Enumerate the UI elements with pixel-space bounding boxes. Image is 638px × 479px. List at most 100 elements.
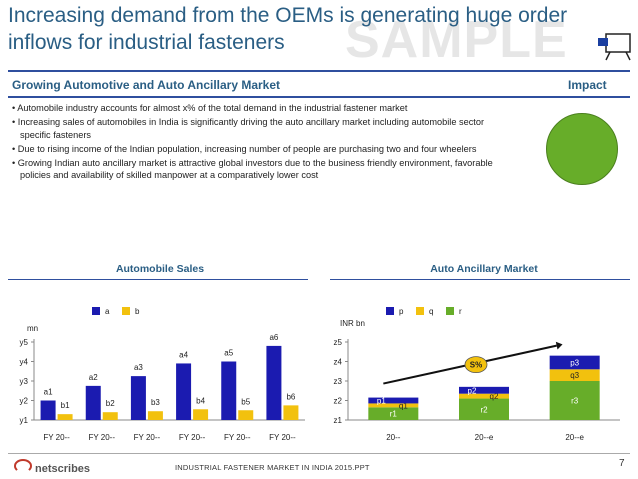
data-label-b: b2 <box>106 399 115 408</box>
data-label-b: b1 <box>61 401 70 410</box>
data-label-a: a6 <box>269 333 278 342</box>
x-tick-label: FY 20-- <box>179 433 206 442</box>
bar-b <box>147 411 163 420</box>
segment-label-p: p3 <box>570 358 579 367</box>
chart-title-automobile: Automobile Sales <box>115 263 205 275</box>
segment-label-r: r1 <box>390 410 398 419</box>
chart-divider-left <box>8 279 308 280</box>
x-tick-label: FY 20-- <box>43 433 70 442</box>
section-heading: Growing Automotive and Auto Ancillary Ma… <box>12 78 281 92</box>
legend-label-r: r <box>459 307 462 316</box>
x-tick-label: FY 20-- <box>269 433 296 442</box>
legend-label-b: b <box>135 307 140 316</box>
bar-b <box>238 410 254 420</box>
bar-a <box>221 361 237 420</box>
data-label-b: b5 <box>241 397 250 406</box>
bullet-item: • Increasing sales of automobiles in Ind… <box>12 117 485 140</box>
stack-segment-p <box>368 397 419 404</box>
bullet-item: • Automobile industry accounts for almos… <box>12 103 408 113</box>
segment-label-q: q3 <box>570 371 579 380</box>
chart-title-ancillary: Auto Ancillary Market <box>430 263 538 275</box>
legend-swatch-b <box>122 307 130 315</box>
stack-segment-r <box>459 398 509 420</box>
legend-swatch-p <box>386 307 394 315</box>
y-tick-label: z5 <box>334 338 343 347</box>
legend-label-a: a <box>105 307 110 316</box>
y-tick-label: z1 <box>334 416 343 425</box>
legend-swatch-q <box>416 307 424 315</box>
y-tick-label: y2 <box>20 397 29 406</box>
stack-segment-q <box>459 393 509 399</box>
section-divider <box>8 96 630 98</box>
stack-segment-r <box>549 381 600 420</box>
bullet-list: • Automobile industry accounts for almos… <box>12 102 512 184</box>
bar-a <box>85 385 101 420</box>
chart-divider-right <box>330 279 630 280</box>
title-divider <box>8 70 630 72</box>
data-label-b: b3 <box>151 398 160 407</box>
y-tick-label: z4 <box>334 358 343 367</box>
data-label-a: a3 <box>134 363 143 372</box>
unit-label: INR bn <box>340 319 365 328</box>
cagr-arrow-head <box>555 341 563 350</box>
segment-label-q: q2 <box>490 392 499 401</box>
x-tick-label: FY 20-- <box>88 433 115 442</box>
data-label-b: b4 <box>196 396 205 405</box>
bar-b <box>102 412 118 420</box>
stack-segment-q <box>549 369 600 381</box>
bar-a <box>40 400 56 420</box>
y-tick-label: y4 <box>20 358 29 367</box>
bar-a <box>176 363 192 420</box>
bullet-item: • Due to rising income of the Indian pop… <box>12 143 477 154</box>
bar-b <box>193 409 209 420</box>
y-tick-label: z3 <box>334 377 343 386</box>
bullet-item: • Growing Indian auto ancillary market i… <box>12 158 493 181</box>
cagr-badge <box>464 356 488 374</box>
x-tick-label: FY 20-- <box>134 433 161 442</box>
y-tick-label: y1 <box>20 416 29 425</box>
segment-label-p: p1 <box>377 397 386 406</box>
slide-title: Increasing demand from the OEMs is gener… <box>8 4 568 54</box>
bar-b <box>57 414 73 420</box>
page-number: 7 <box>619 458 625 469</box>
segment-label-r: r2 <box>480 405 488 414</box>
x-tick-label: 20--e <box>565 433 584 442</box>
logo-swirl-icon <box>14 459 32 473</box>
x-tick-label: FY 20-- <box>224 433 251 442</box>
legend-swatch-r <box>446 307 454 315</box>
netscribes-logo: netscribes <box>14 459 90 475</box>
segment-label-q: q1 <box>399 401 408 410</box>
footer-text: INDUSTRIAL FASTENER MARKET IN INDIA 2015… <box>175 463 370 472</box>
data-label-b: b6 <box>286 392 295 401</box>
unit-label: mn <box>27 324 38 333</box>
segment-label-p: p2 <box>468 386 477 395</box>
stack-segment-p <box>459 386 509 394</box>
data-label-a: a4 <box>179 350 188 359</box>
automobile-sales-chart: a b mn y1 y2 y3 y4 y5 a1 b1 FY 20-- a2 b2 FY 20-- a3 b3… <box>20 307 305 442</box>
stack-segment-q <box>368 403 419 408</box>
cagr-label: S% <box>470 361 482 370</box>
data-label-a: a1 <box>44 388 53 397</box>
x-tick-label: 20--e <box>475 433 494 442</box>
sample-watermark: SAMPLE <box>345 11 568 69</box>
y-tick-label: z2 <box>334 397 343 406</box>
bar-a <box>266 345 282 420</box>
footer-divider <box>8 453 630 454</box>
legend-label-q: q <box>429 307 433 316</box>
data-label-a: a2 <box>89 373 98 382</box>
bar-b <box>283 405 299 420</box>
y-tick-label: y5 <box>20 338 29 347</box>
data-label-a: a5 <box>224 349 233 358</box>
impact-indicator <box>546 113 618 185</box>
legend-swatch-a <box>92 307 100 315</box>
y-tick-label: y3 <box>20 377 29 386</box>
stack-segment-p <box>549 355 600 370</box>
legend-label-p: p <box>399 307 404 316</box>
bar-a <box>130 376 146 420</box>
impact-heading: Impact <box>568 78 607 92</box>
presentation-icon <box>598 33 631 61</box>
stack-segment-r <box>368 407 419 420</box>
segment-label-r: r3 <box>571 397 579 406</box>
x-tick-label: 20-- <box>386 433 401 442</box>
